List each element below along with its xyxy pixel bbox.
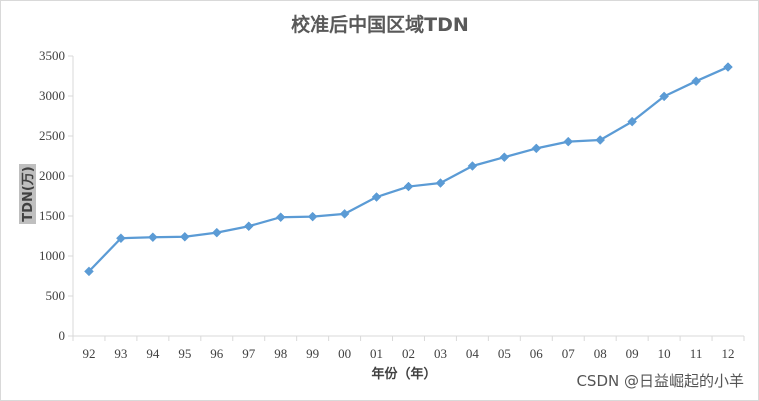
x-tick-label: 02 — [402, 346, 415, 361]
x-tick-label: 05 — [498, 346, 511, 361]
x-tick-label: 97 — [242, 346, 256, 361]
x-tick-label: 95 — [178, 346, 191, 361]
data-point-marker — [659, 91, 669, 102]
x-tick-label: 06 — [530, 346, 544, 361]
data-point-marker — [467, 161, 478, 171]
x-tick-label: 03 — [434, 346, 447, 361]
y-tick-label: 2000 — [39, 168, 65, 183]
data-point-marker — [499, 152, 510, 163]
x-tick-label: 09 — [626, 346, 639, 361]
y-tick-label: 3500 — [39, 48, 65, 63]
x-tick-label: 93 — [114, 346, 127, 361]
data-point-marker — [723, 62, 733, 72]
data-point-marker — [435, 178, 446, 188]
y-tick-label: 3000 — [39, 88, 65, 103]
data-point-marker — [148, 232, 158, 243]
x-tick-label: 01 — [370, 346, 383, 361]
y-tick-label: 500 — [46, 288, 66, 303]
csdn-watermark: CSDN @日益崛起的小羊 — [576, 370, 744, 391]
x-tick-label: 99 — [306, 346, 319, 361]
x-tick-label: 00 — [338, 346, 351, 361]
x-tick-label: 92 — [82, 346, 95, 361]
y-axis-label-group: TDN(万) — [19, 164, 36, 224]
data-point-marker — [84, 266, 94, 277]
x-tick-label: 11 — [690, 346, 703, 361]
series-group — [84, 62, 733, 277]
x-tick-label: 07 — [562, 346, 576, 361]
data-point-marker — [116, 233, 126, 244]
x-axis-label: 年份（年） — [371, 366, 436, 382]
watermark-text: CSDN @日益崛起的小羊 — [576, 372, 744, 390]
data-point-marker — [691, 76, 701, 87]
data-point-marker — [595, 135, 606, 145]
data-point-marker — [179, 231, 190, 242]
y-axis-label-highlight — [19, 164, 36, 224]
data-point-marker — [243, 221, 254, 232]
x-tick-label: 98 — [274, 346, 287, 361]
x-tick-label: 12 — [722, 346, 735, 361]
data-point-marker — [211, 227, 222, 238]
data-point-marker — [371, 192, 382, 202]
x-tick-label: 10 — [658, 346, 671, 361]
data-point-marker — [627, 116, 638, 127]
y-tick-label: 1000 — [39, 248, 65, 263]
data-point-marker — [531, 143, 542, 154]
y-tick-label: 2500 — [39, 128, 65, 143]
data-point-marker — [563, 136, 574, 147]
x-axis-ticks: 92 93 94 95 96 97 98 99 00 01 02 03 04 05 06 07 08 09 10 11… — [72, 336, 745, 361]
data-point-marker — [403, 181, 414, 192]
y-axis-label: TDN(万) — [21, 166, 36, 221]
x-tick-label: 04 — [466, 346, 480, 361]
data-point-marker — [307, 211, 318, 222]
x-tick-label: 08 — [594, 346, 607, 361]
x-tick-label: 96 — [210, 346, 224, 361]
y-axis-ticks: 0 500 1000 1500 2000 2500 3000 3500 — [39, 48, 73, 343]
data-point-marker — [339, 208, 350, 219]
y-tick-label: 1500 — [39, 208, 65, 223]
y-tick-label: 0 — [59, 328, 66, 343]
x-tick-label: 94 — [146, 346, 160, 361]
chart-title: 校准后中国区域TDN — [291, 13, 469, 36]
data-point-marker — [275, 212, 286, 223]
